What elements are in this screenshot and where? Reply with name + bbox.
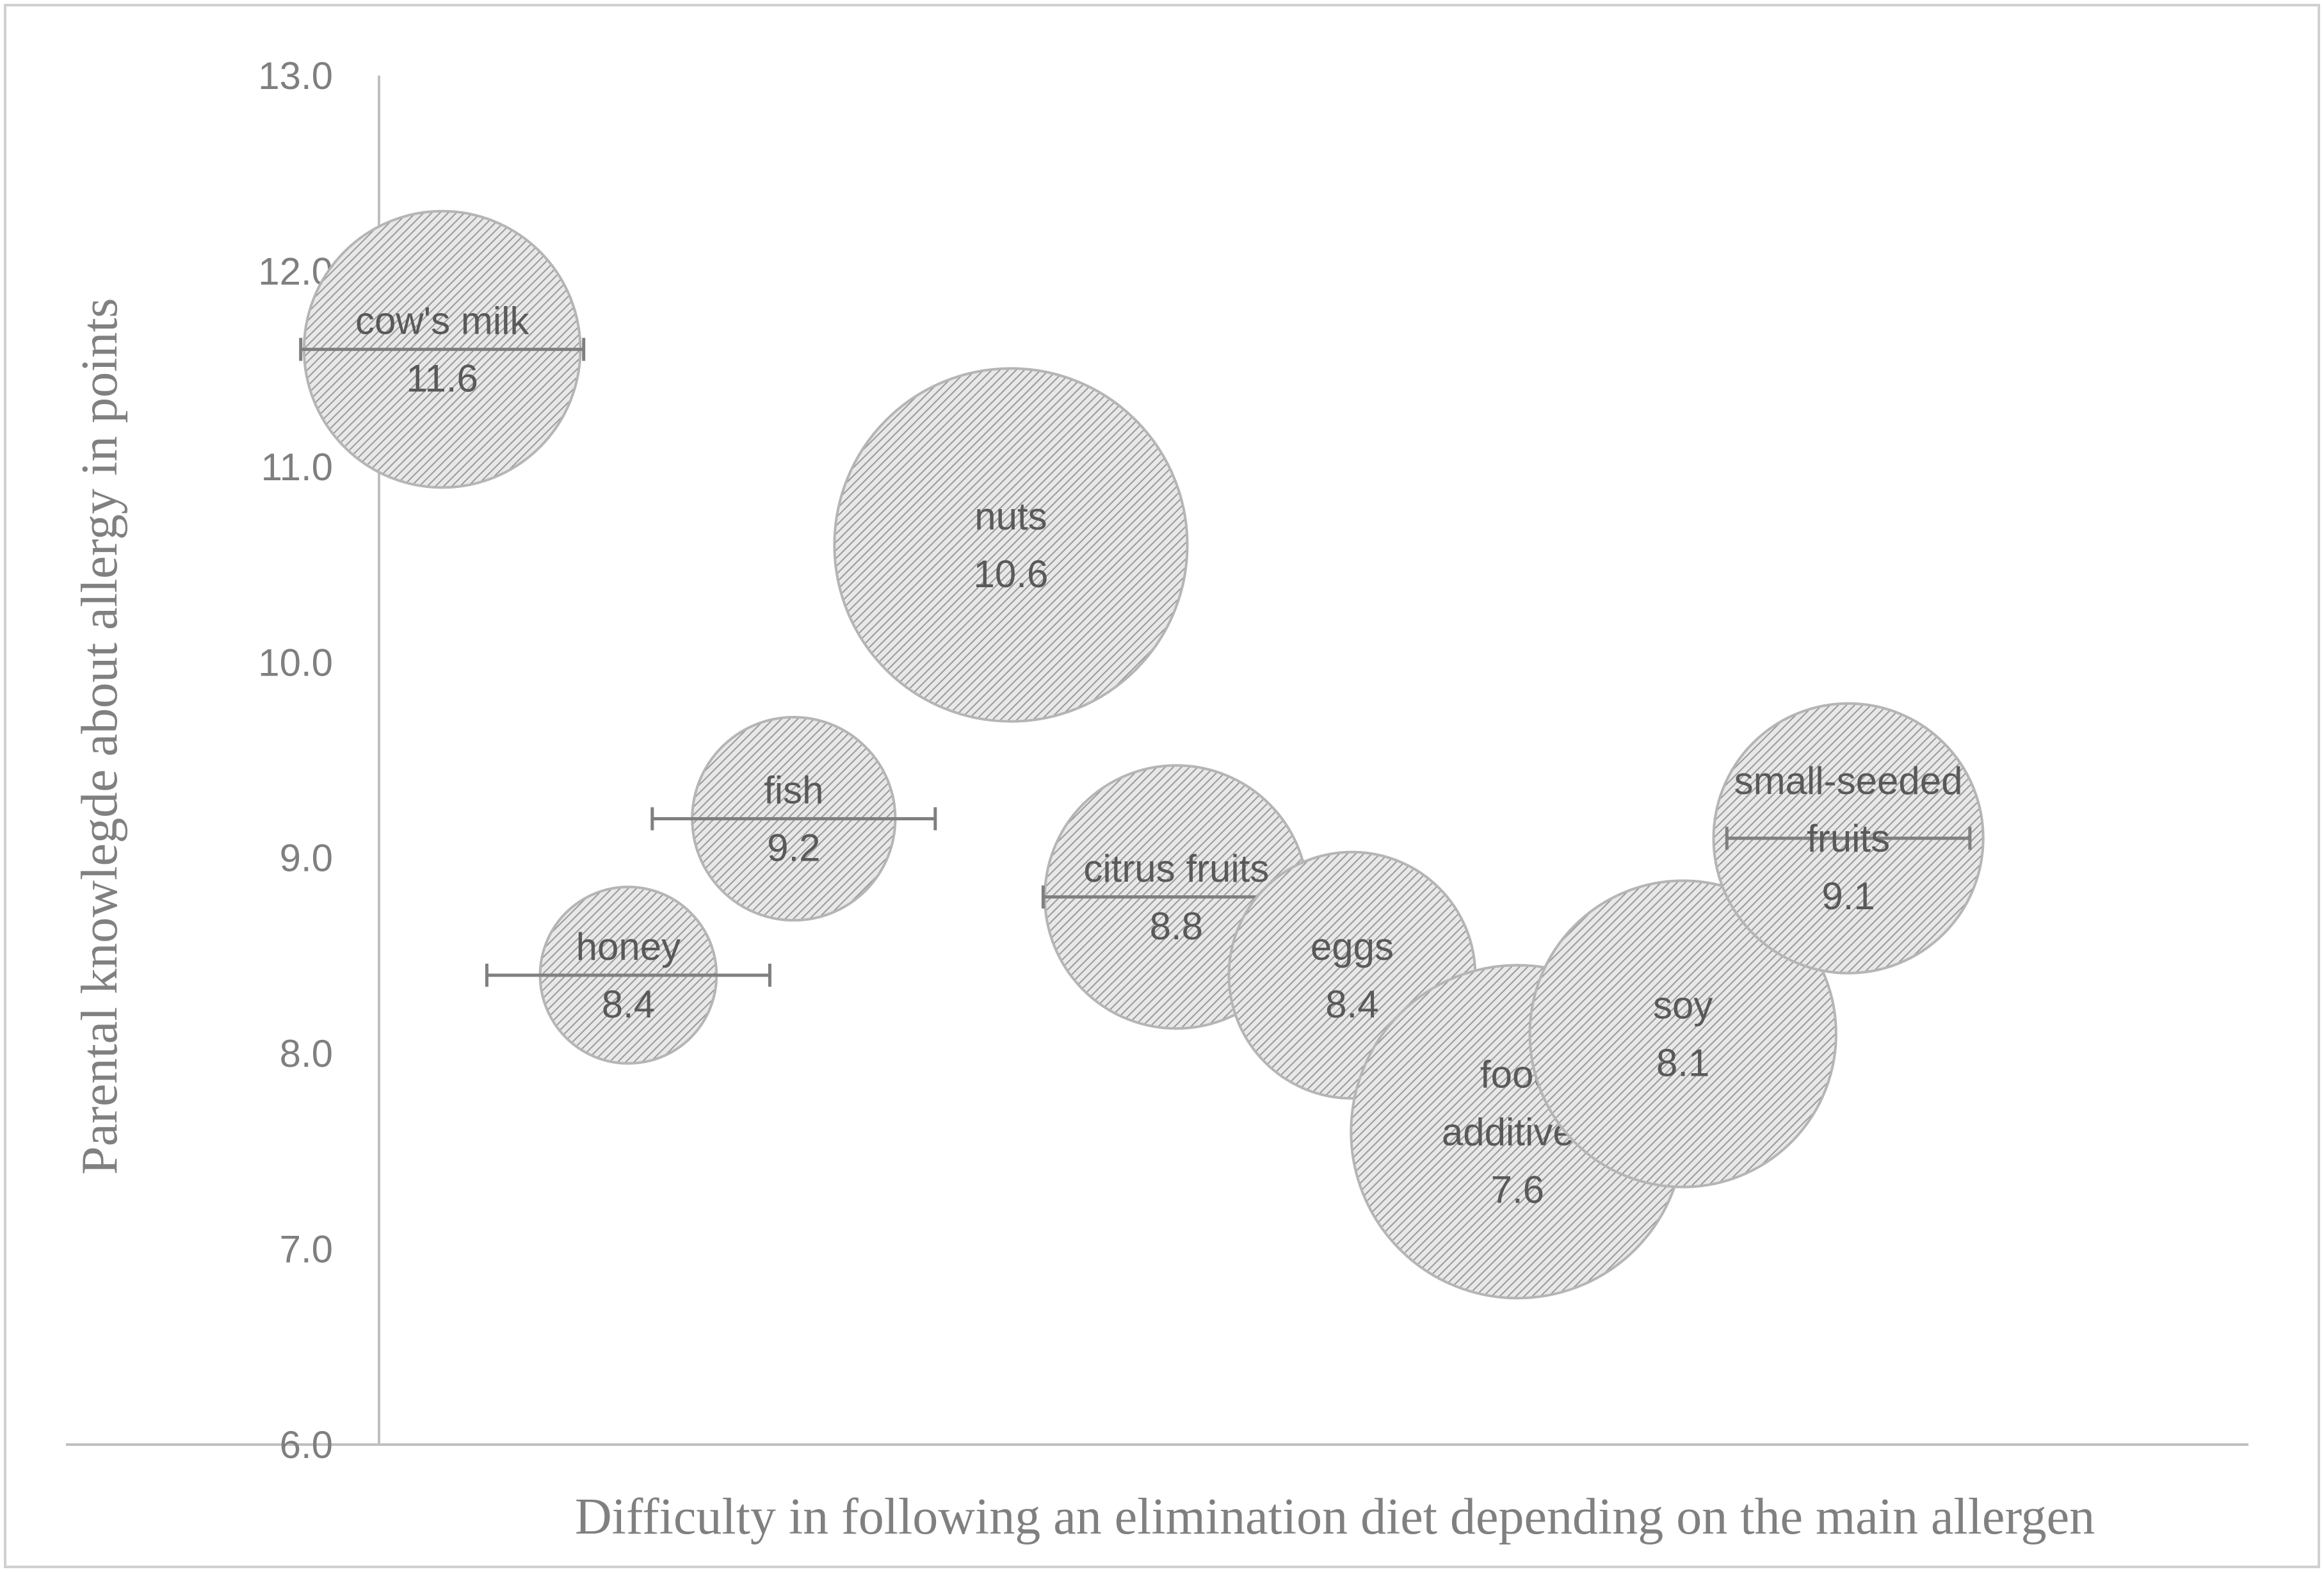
bubble-value-label: 8.4 — [602, 983, 655, 1026]
bubble-group: fish 9.2 — [650, 716, 937, 922]
y-tick-label: 11.0 — [261, 446, 333, 489]
bubble-group: cow's milk 11.6 — [299, 209, 586, 489]
y-tick-label: 6.0 — [280, 1423, 333, 1466]
bubble — [1528, 879, 1837, 1188]
bubble-value-label: 11.6 — [407, 357, 478, 400]
bubble-category-label: citrus fruits — [1083, 847, 1269, 890]
bubble-category-label: eggs — [1311, 925, 1394, 968]
bubble-category-label: fish — [764, 769, 823, 812]
bubble-value-label: 8.4 — [1325, 983, 1378, 1026]
y-tick-label: 10.0 — [258, 641, 333, 684]
bubble — [833, 367, 1189, 723]
bubble-group: nuts 10.6 — [833, 367, 1189, 723]
bubble-value-label: 8.1 — [1656, 1042, 1709, 1085]
bubble-value-label: 8.8 — [1150, 905, 1203, 948]
y-axis-title: Parental knowlegde about allergy in poin… — [72, 298, 128, 1174]
bubble-category-label: fruits — [1807, 817, 1890, 860]
bubble-group: soy 8.1 — [1528, 879, 1837, 1188]
y-tick-label: 8.0 — [280, 1032, 333, 1075]
bubble-category-label: nuts — [974, 495, 1047, 538]
bubble-category-label: honey — [576, 925, 681, 968]
bubble-value-label: 10.6 — [974, 553, 1049, 596]
bubble-group: honey 8.4 — [485, 886, 771, 1065]
bubble-value-label: 9.1 — [1821, 875, 1875, 918]
bubble-value-label: 7.6 — [1491, 1168, 1544, 1211]
y-tick-label: 7.0 — [280, 1228, 333, 1271]
bubble-category-label: cow's milk — [355, 300, 529, 343]
bubble-value-label: 9.2 — [767, 827, 820, 870]
bubble-category-label: soy — [1653, 984, 1713, 1027]
bubble-group: small-seeded fruits 9.1 — [1712, 702, 1985, 975]
y-tick-label: 9.0 — [280, 837, 333, 880]
bubble-category-label: small-seeded — [1734, 759, 1963, 802]
x-axis-title: Difficulty in following an elimination d… — [575, 1489, 2095, 1545]
y-tick-label: 13.0 — [258, 54, 333, 97]
